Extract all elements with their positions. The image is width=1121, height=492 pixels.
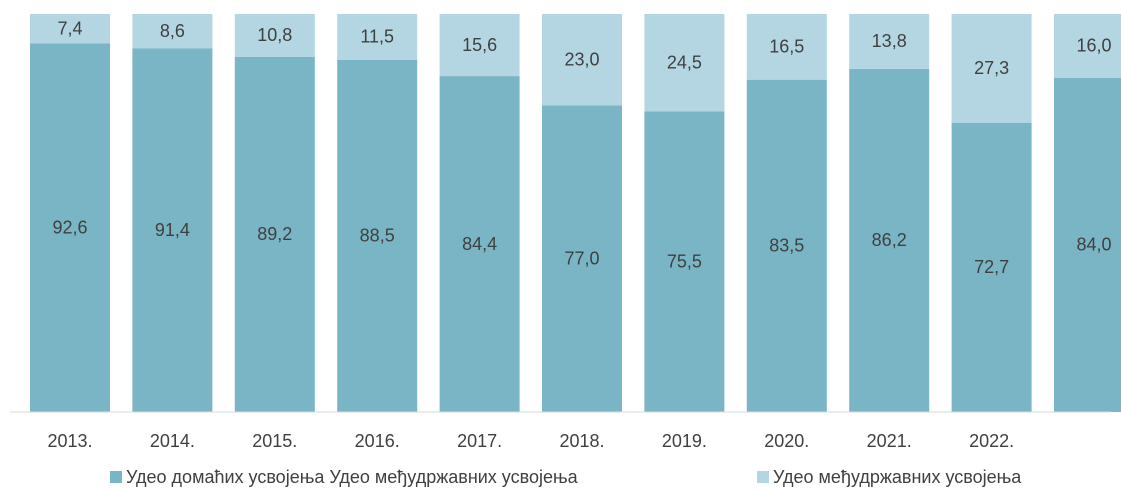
data-label: 27,3 — [974, 58, 1009, 78]
x-tick-label: 2022. — [969, 431, 1014, 451]
data-label: 7,4 — [57, 18, 82, 38]
bar-segment — [234, 14, 315, 57]
bar-segment — [951, 14, 1032, 123]
bar-segment — [132, 14, 213, 49]
bar-segment — [849, 14, 930, 69]
data-label: 13,8 — [872, 31, 907, 51]
data-label: 16,5 — [769, 37, 804, 57]
legend-swatch — [757, 471, 769, 483]
x-tick-label: 2019. — [662, 431, 707, 451]
bar-segment — [849, 68, 930, 412]
bar-segment — [337, 14, 418, 60]
bar-segment — [337, 59, 418, 413]
x-tick-label: 2013. — [47, 431, 92, 451]
bar-segment — [644, 111, 725, 412]
bar-segment — [542, 105, 622, 412]
data-label: 77,0 — [564, 249, 599, 269]
data-label: 8,6 — [160, 21, 185, 41]
bar-segment — [746, 14, 827, 80]
bar-segment — [746, 79, 827, 413]
data-label: 16,0 — [1076, 36, 1111, 56]
bar-segment — [234, 56, 315, 412]
data-label: 84,0 — [1076, 235, 1111, 255]
legend-label: Удео домаћих усвојења Удео међудржавних … — [126, 467, 579, 487]
x-tick-label: 2017. — [457, 431, 502, 451]
x-tick-label: 2020. — [764, 431, 809, 451]
x-tick-label: 2021. — [867, 431, 912, 451]
data-label: 11,5 — [360, 27, 394, 47]
data-label: 23,0 — [564, 50, 599, 70]
data-label: 89,2 — [257, 224, 292, 244]
data-label: 84,4 — [462, 234, 497, 254]
x-tick-label: 2015. — [252, 431, 297, 451]
bar-segment — [1054, 14, 1121, 78]
data-label: 91,4 — [155, 220, 190, 240]
data-label: 86,2 — [872, 230, 907, 250]
data-label: 75,5 — [667, 252, 702, 272]
data-label: 10,8 — [257, 25, 292, 45]
bar-segment — [30, 14, 110, 44]
x-tick-label: 2016. — [355, 431, 400, 451]
data-label: 92,6 — [52, 217, 87, 237]
data-label: 88,5 — [360, 226, 395, 246]
bar-segment — [644, 14, 725, 112]
bar-segment — [439, 14, 520, 77]
bar-segment — [439, 76, 520, 412]
bar-segment — [30, 43, 110, 413]
bar-segment — [1054, 77, 1121, 413]
data-label: 24,5 — [667, 53, 702, 73]
legend-swatch — [110, 471, 122, 483]
bar-segment — [542, 14, 622, 106]
legend-label: Удео међудржавних усвојења — [773, 467, 1022, 487]
data-label: 15,6 — [462, 35, 497, 55]
x-tick-label: 2014. — [150, 431, 195, 451]
data-label: 83,5 — [769, 236, 804, 256]
bar-segment — [951, 122, 1032, 413]
x-tick-label: 2018. — [559, 431, 604, 451]
bar-segment — [132, 48, 213, 413]
data-label: 72,7 — [974, 257, 1009, 277]
